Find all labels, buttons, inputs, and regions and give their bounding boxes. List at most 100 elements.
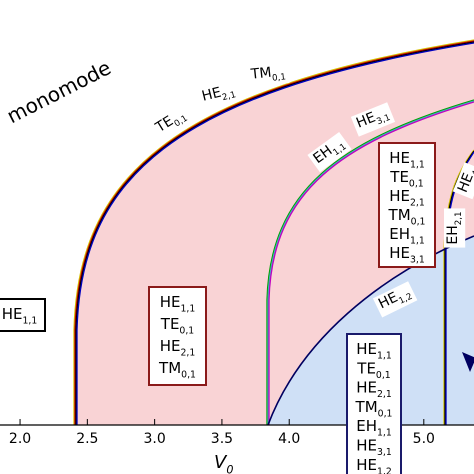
mode-name: HE (200, 85, 223, 105)
mode-name: V (214, 452, 228, 473)
mode-index: 1,1 (377, 351, 392, 362)
arrow-head (462, 352, 474, 372)
mode-label: HE1,1 (389, 149, 425, 171)
mode-index: 2,1 (454, 211, 464, 225)
mode-index: 0,1 (181, 370, 196, 381)
mode-index: 0 (226, 463, 233, 474)
mode-index: 0,1 (179, 326, 194, 337)
mode-name: HE (160, 337, 181, 355)
mode-label: HE1,1 (2, 305, 38, 327)
mode-label: V0 (214, 452, 233, 474)
curve-label-group: TE0,1 (149, 103, 193, 142)
curve-label-group: HE4 (452, 162, 474, 200)
mode-label: TM0,1 (249, 63, 286, 86)
mode-index: 3,1 (377, 447, 392, 458)
mode-label: HE2,1 (356, 379, 392, 401)
mode-box (378, 142, 436, 268)
mode-name: TE (160, 315, 180, 333)
mode-index: 0,1 (411, 217, 426, 228)
mode-index: 2,1 (180, 348, 195, 359)
mode-name: HE (376, 289, 400, 312)
mode-index: 1,1 (22, 316, 37, 327)
curve (75, 41, 474, 425)
x-tick-label: 4.0 (278, 431, 300, 447)
mode-index: 2,1 (221, 90, 237, 103)
mode-box (346, 333, 402, 474)
mode-name: TE (356, 359, 376, 377)
mode-label: HE2,1 (200, 81, 237, 108)
mode-name: EH (389, 225, 410, 243)
curve (267, 100, 474, 425)
mode-index: 1,1 (180, 304, 195, 315)
curve-label-group: EH1,1 (307, 132, 352, 173)
label-background (149, 103, 193, 142)
mode-name: TM (158, 359, 181, 377)
label-background (307, 132, 352, 173)
mode-name: HE (160, 293, 181, 311)
mode-label: HE1,2 (356, 456, 392, 474)
curve-label-group: HE1,2 (372, 281, 418, 318)
x-tick-label: 2.0 (9, 431, 31, 447)
mode-label: EH1,1 (389, 225, 425, 247)
mode-name: EH (445, 225, 461, 244)
mode-name: TM (388, 206, 411, 224)
mode-label: TM0,1 (355, 398, 393, 420)
mode-label: HE1,1 (356, 340, 392, 362)
curve (74, 40, 474, 425)
mode-box (0, 298, 46, 332)
label-background (246, 61, 290, 88)
region-label-group: monomode (3, 55, 115, 128)
mode-name: TE (389, 168, 409, 186)
x-tick-label: 2.5 (76, 431, 98, 447)
mode-name: HE (389, 149, 410, 167)
mode-index: 2,1 (410, 198, 425, 209)
mode-name: TM (355, 398, 378, 416)
mode-index: 1,1 (410, 236, 425, 247)
x-tick-label: 3.5 (211, 431, 233, 447)
mode-index: 3,1 (375, 113, 392, 127)
mode-label: HE2,1 (160, 337, 196, 359)
mode-name: HE (389, 244, 410, 262)
curve-label-group: TM0,1 (246, 61, 290, 88)
mode-name: HE (356, 379, 377, 397)
x-tick-label: 5.0 (413, 431, 435, 447)
mode-label: TM0,1 (158, 359, 196, 381)
mode-label: TE0,1 (389, 168, 424, 190)
cutoff-curves (73, 39, 474, 426)
mode-index: 0,1 (376, 370, 391, 381)
mode-name: HE (455, 171, 474, 195)
mode-box (148, 286, 207, 386)
curve (266, 99, 474, 425)
curve-label-group: EH2,1 (444, 208, 466, 248)
mode-label: HE1,1 (160, 293, 196, 315)
label-background (444, 208, 466, 248)
mode-index: 1,2 (377, 466, 392, 474)
mode-name: HE (356, 456, 377, 474)
label-background (350, 102, 396, 137)
mode-index: 4 (471, 169, 474, 178)
curve (76, 42, 474, 425)
he12-region (268, 236, 474, 425)
mode-name: HE (354, 109, 378, 131)
mode-label: HE3,1 (356, 437, 392, 459)
mode-label: TM0,1 (388, 206, 426, 228)
mode-label: HE3,1 (389, 244, 425, 266)
mode-index: 0,1 (272, 72, 287, 83)
mode-index: 2,1 (377, 389, 392, 400)
curve (73, 39, 474, 425)
mode-name: HE (356, 340, 377, 358)
curve (268, 101, 474, 425)
mode-name: EH (356, 417, 377, 435)
mode-label: EH1,1 (356, 417, 392, 439)
label-background (452, 162, 474, 200)
mode-index: 1,1 (377, 428, 392, 439)
label-background (372, 281, 418, 318)
mode-label: EH2,1 (445, 211, 464, 244)
region-label: monomode (3, 55, 115, 128)
mode-name: TM (249, 65, 272, 83)
mode-index: 3,1 (410, 255, 425, 266)
mode-index: 0,1 (378, 408, 393, 419)
mode-name: HE (2, 305, 23, 323)
